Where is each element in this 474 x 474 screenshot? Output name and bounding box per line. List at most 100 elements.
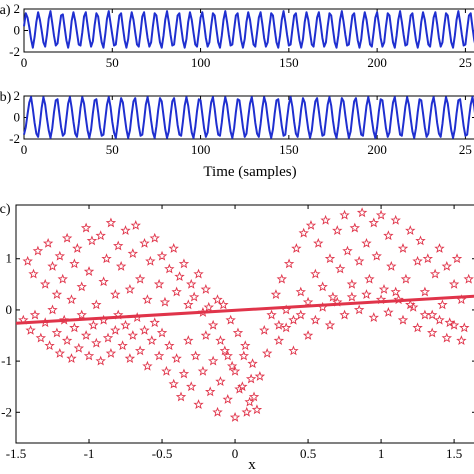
panel-c-points <box>18 207 474 422</box>
panel-a-series <box>23 10 474 49</box>
star-point <box>332 225 343 236</box>
star-point <box>313 237 324 248</box>
panel-a-label: (a) <box>0 3 11 18</box>
star-point <box>42 237 54 248</box>
star-point <box>161 365 172 376</box>
star-point <box>86 235 98 246</box>
panel-c-y-ticks: -2 -1 0 1 <box>1 251 474 419</box>
star-point <box>364 273 375 284</box>
star-point <box>390 286 401 297</box>
panel-a-axes-frame <box>23 8 474 53</box>
star-point <box>219 345 231 356</box>
y-tick-label: 0 <box>14 110 21 125</box>
star-point <box>54 347 65 358</box>
star-point <box>437 299 448 310</box>
x-tick-label: 1 <box>378 446 385 461</box>
star-point <box>127 330 139 340</box>
star-point <box>422 253 433 264</box>
star-point <box>98 276 109 287</box>
star-point <box>400 273 412 284</box>
star-point <box>346 278 358 289</box>
panel-c-label: (c) <box>0 202 11 217</box>
star-point <box>76 281 87 292</box>
star-point <box>156 327 168 338</box>
star-point <box>342 245 353 256</box>
star-point <box>335 263 346 274</box>
star-point <box>146 335 157 346</box>
y-tick-label: -2 <box>9 44 20 59</box>
star-point <box>54 250 65 261</box>
star-point <box>451 253 463 264</box>
star-point <box>102 332 114 343</box>
star-point <box>178 258 190 269</box>
star-point <box>105 347 117 358</box>
star-point <box>371 250 382 261</box>
panel-a-y-ticks: -2 0 2 <box>9 1 474 59</box>
star-point <box>51 327 63 338</box>
star-point <box>130 220 141 230</box>
star-point <box>298 227 309 238</box>
star-point <box>80 222 92 233</box>
star-point <box>110 289 121 299</box>
star-point <box>80 330 92 340</box>
star-point <box>427 327 438 338</box>
panel-b-label: (b) <box>0 90 12 105</box>
star-point <box>368 217 379 228</box>
star-point <box>212 294 223 305</box>
star-point <box>66 353 77 363</box>
star-point <box>57 273 68 284</box>
star-point <box>142 294 153 305</box>
star-point <box>149 317 160 328</box>
star-point <box>288 345 299 356</box>
star-point <box>66 294 77 305</box>
star-point <box>295 286 306 297</box>
star-point <box>139 324 150 335</box>
star-point <box>83 350 95 361</box>
star-point <box>91 299 102 310</box>
x-tick-label: 0 <box>232 446 239 461</box>
star-point <box>232 327 244 338</box>
star-point <box>205 386 216 397</box>
star-point <box>280 322 292 333</box>
star-point <box>302 330 314 340</box>
star-point <box>241 406 252 417</box>
star-point <box>397 314 409 325</box>
star-point <box>305 220 317 230</box>
star-point <box>390 214 401 225</box>
star-point <box>349 222 360 233</box>
star-point <box>186 278 197 289</box>
x-tick-label: 100 <box>191 55 211 70</box>
star-point <box>434 243 445 253</box>
star-point <box>134 345 146 356</box>
star-point <box>244 396 255 407</box>
star-point <box>383 307 394 317</box>
star-point <box>145 255 156 266</box>
star-point <box>134 273 146 284</box>
star-point <box>356 207 368 218</box>
star-point <box>320 214 331 225</box>
star-point <box>164 340 175 351</box>
star-point <box>149 232 160 243</box>
star-point <box>266 309 277 320</box>
star-point <box>276 273 287 284</box>
star-point <box>61 232 73 243</box>
star-point <box>142 360 153 371</box>
star-point <box>174 271 185 282</box>
star-point <box>441 260 452 271</box>
star-point <box>69 322 80 333</box>
star-point <box>368 312 379 323</box>
star-point <box>207 319 219 330</box>
star-point <box>415 235 426 246</box>
star-point <box>291 243 302 253</box>
star-point <box>124 353 136 363</box>
star-point <box>247 358 258 369</box>
panel-c-x-axis-label: x <box>248 457 256 473</box>
star-point <box>91 337 102 348</box>
star-point <box>408 301 419 312</box>
star-point <box>405 299 416 310</box>
star-point <box>459 322 470 333</box>
y-tick-label: -2 <box>1 404 12 419</box>
star-point <box>310 268 321 279</box>
